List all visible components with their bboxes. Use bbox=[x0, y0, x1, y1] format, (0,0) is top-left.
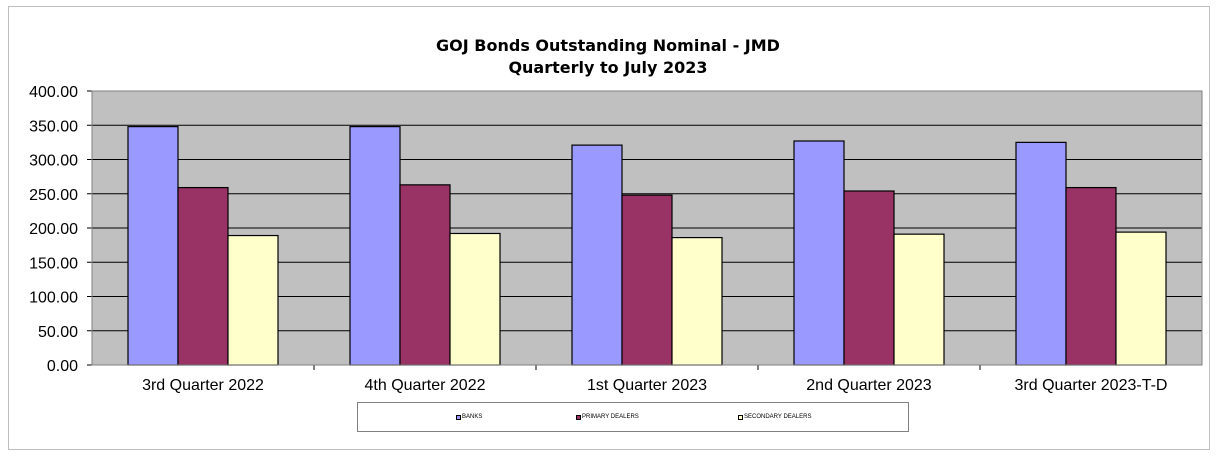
chart-title: GOJ Bonds Outstanding Nominal - JMD bbox=[436, 36, 780, 55]
plot-border bbox=[91, 90, 1203, 366]
x-tick-label-4th-quarter-2022: 4th Quarter 2022 bbox=[365, 377, 486, 394]
bar-chart: 0.00 50.00 100.00 150.00 200.00 250.00 300.00 3… bbox=[29, 84, 1203, 394]
bar-primary-dealers-4th-quarter-2022 bbox=[399, 184, 451, 366]
bar-secondary-dealers-3rd-quarter-2022 bbox=[227, 234, 279, 366]
chart-subtitle: Quarterly to July 2023 bbox=[508, 58, 708, 77]
bar-secondary-dealers-3rd-quarter-2023-t-d bbox=[1115, 231, 1167, 366]
y-tick-label-2: 100.00 bbox=[29, 290, 78, 307]
bar-secondary-dealers-1st-quarter-2023 bbox=[671, 236, 723, 366]
bar-primary-dealers-2nd-quarter-2023 bbox=[843, 190, 895, 366]
y-tick-label-0: 0.00 bbox=[47, 358, 78, 375]
x-tick-label-2nd-quarter-2023: 2nd Quarter 2023 bbox=[806, 377, 932, 394]
bar-primary-dealers-1st-quarter-2023 bbox=[621, 194, 673, 366]
y-tick-label-8: 400.00 bbox=[29, 84, 78, 101]
y-tick-label-6: 300.00 bbox=[29, 153, 78, 170]
bar-banks-1st-quarter-2023 bbox=[571, 144, 623, 366]
bar-primary-dealers-3rd-quarter-2023-t-d bbox=[1065, 186, 1117, 366]
legend-label-secondary-dealers: SECONDARY DEALERS bbox=[744, 414, 812, 420]
bar-banks-3rd-quarter-2023-t-d bbox=[1015, 141, 1067, 366]
y-tick-label-1: 50.00 bbox=[38, 324, 78, 341]
bar-secondary-dealers-4th-quarter-2022 bbox=[449, 232, 501, 366]
bar-primary-dealers-3rd-quarter-2022 bbox=[177, 186, 229, 366]
x-tick-label-1st-quarter-2023: 1st Quarter 2023 bbox=[587, 377, 707, 394]
y-tick-label-4: 200.00 bbox=[29, 221, 78, 238]
bar-banks-2nd-quarter-2023 bbox=[793, 140, 845, 366]
bar-secondary-dealers-2nd-quarter-2023 bbox=[893, 233, 945, 366]
legend-swatch-secondary-dealers bbox=[738, 414, 743, 420]
legend-label-primary-dealers: PRIMARY DEALERS bbox=[582, 414, 639, 420]
bar-banks-4th-quarter-2022 bbox=[349, 126, 401, 366]
legend-item-banks: BANKS bbox=[456, 414, 482, 420]
legend-item-primary-dealers: PRIMARY DEALERS bbox=[576, 414, 639, 420]
x-tick-label-3rd-quarter-2022: 3rd Quarter 2022 bbox=[142, 377, 264, 394]
bar-banks-3rd-quarter-2022 bbox=[127, 126, 179, 366]
legend-swatch-banks bbox=[456, 414, 461, 420]
y-tick-label-5: 250.00 bbox=[29, 187, 78, 204]
legend-label-banks: BANKS bbox=[462, 414, 483, 420]
legend-swatch-primary-dealers bbox=[576, 414, 581, 420]
x-tick-label-3rd-quarter-2023-t-d: 3rd Quarter 2023-T-D bbox=[1015, 377, 1168, 394]
chart-legend: BANKS PRIMARY DEALERS SECONDARY DEALERS bbox=[357, 402, 909, 432]
legend-item-secondary-dealers: SECONDARY DEALERS bbox=[738, 414, 811, 420]
y-tick-label-7: 350.00 bbox=[29, 118, 78, 135]
y-tick-label-3: 150.00 bbox=[29, 255, 78, 272]
